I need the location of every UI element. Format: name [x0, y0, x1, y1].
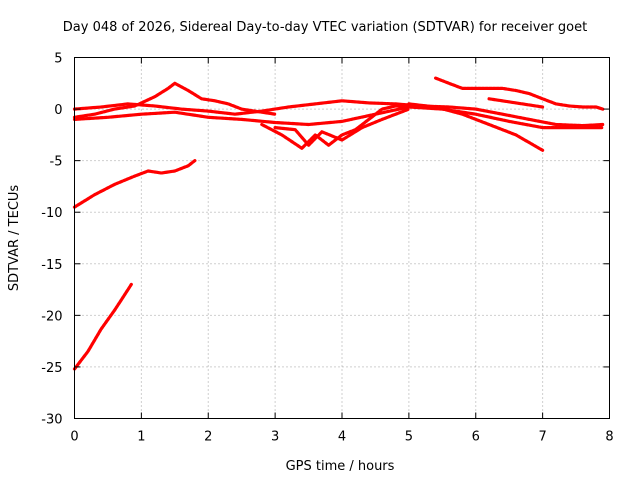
x-tick-label: 8 [605, 430, 613, 445]
ticks [74, 57, 610, 419]
x-tick-labels: 0 1 2 3 4 5 6 7 8 [70, 430, 613, 445]
x-tick-label: 4 [338, 430, 346, 445]
y-tick-label: -15 [41, 258, 62, 273]
x-tick-label: 1 [137, 430, 145, 445]
series-line-s4 [260, 104, 411, 150]
y-tick-label: -10 [41, 206, 62, 221]
series-line-s5 [273, 107, 411, 147]
series-line-s8 [487, 97, 545, 109]
x-tick-label: 5 [405, 430, 413, 445]
x-tick-label: 2 [204, 430, 212, 445]
chart-title: Day 048 of 2026, Sidereal Day-to-day VTE… [63, 20, 587, 35]
series-line-s3 [72, 105, 605, 130]
x-tick-label: 3 [271, 430, 279, 445]
y-tick-label: 5 [54, 52, 62, 67]
y-tick-label: -5 [50, 155, 63, 170]
y-axis-label: SDTVAR / TECUs [7, 185, 22, 292]
y-tick-label: 0 [54, 103, 62, 118]
x-tick-label: 0 [70, 430, 78, 445]
series-line-s10 [72, 282, 133, 371]
y-tick-label: -30 [41, 413, 62, 428]
y-tick-labels: 5 0 -5 -10 -15 -20 -25 -30 [41, 52, 62, 428]
y-tick-label: -20 [41, 309, 62, 324]
series-line-s7 [407, 102, 545, 152]
x-axis-label: GPS time / hours [286, 459, 395, 474]
y-tick-label: -25 [41, 361, 62, 376]
grid [74, 57, 610, 419]
series-line-s6 [434, 76, 605, 111]
x-tick-label: 6 [472, 430, 480, 445]
series-line-s9 [72, 159, 197, 209]
series-line-s2 [72, 99, 605, 128]
series-group [72, 76, 605, 371]
x-tick-label: 7 [538, 430, 546, 445]
series-line-s1 [72, 81, 277, 119]
